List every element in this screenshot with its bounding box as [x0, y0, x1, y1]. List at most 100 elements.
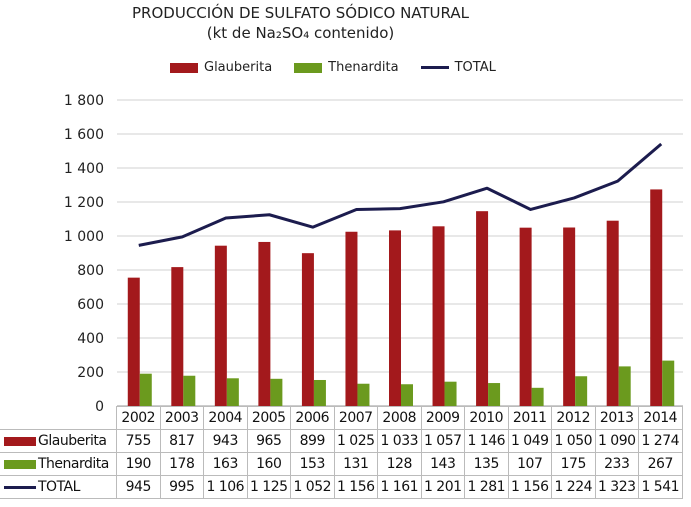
- y-tick-label: 1 800: [64, 93, 104, 109]
- legend-item-total: TOTAL: [420, 60, 496, 75]
- bar-thenardita: [662, 360, 675, 406]
- legend-swatch: [420, 66, 449, 69]
- y-tick-label: 600: [77, 297, 104, 313]
- value-cell: 190: [116, 452, 161, 476]
- value-cell: 1 281: [464, 475, 509, 499]
- row-label: Thenardita: [38, 456, 109, 472]
- value-cell: 128: [377, 452, 422, 476]
- value-cell: 1 201: [420, 475, 465, 499]
- bar-glauberita: [389, 230, 401, 406]
- line-total: [138, 142, 663, 247]
- bar-thenardita: [618, 366, 631, 406]
- y-tick-label: 1 200: [64, 195, 104, 211]
- bar-thenardita: [139, 373, 152, 406]
- table-row: TOTAL 945 995 1 106 1 125 1 052 1 156 1 161 1 20…: [0, 475, 683, 499]
- value-cell: 1 541: [638, 475, 683, 499]
- y-tick-label: 200: [77, 365, 104, 381]
- value-cell: 1 033: [377, 429, 422, 453]
- value-cell: 1 323: [594, 475, 639, 499]
- value-cell: 755: [116, 429, 161, 453]
- value-cell: 1 156: [333, 475, 378, 499]
- value-cell: 965: [246, 429, 291, 453]
- year-cell: 2012: [551, 406, 596, 430]
- value-cell: 1 161: [377, 475, 422, 499]
- value-cell: 1 106: [203, 475, 248, 499]
- value-cell: 143: [420, 452, 465, 476]
- year-cell: 2009: [420, 406, 465, 430]
- bar-glauberita: [214, 245, 227, 406]
- bar-glauberita: [171, 267, 184, 406]
- table-row: Thenardita 190 178 163 160 153 131 128 143 135 107…: [0, 452, 683, 476]
- value-cell: 1 224: [551, 475, 596, 499]
- legend-label: Thenardita: [328, 60, 399, 75]
- y-tick-label: 800: [77, 263, 104, 279]
- year-cell: 2007: [333, 406, 378, 430]
- bar-glauberita: [606, 220, 619, 406]
- year-cell: 2013: [594, 406, 639, 430]
- value-cell: 135: [464, 452, 509, 476]
- bar-thenardita: [488, 383, 501, 406]
- year-cell: 2010: [464, 406, 509, 430]
- value-cell: 160: [246, 452, 291, 476]
- bar-thenardita: [183, 375, 196, 406]
- bar-thenardita: [226, 378, 239, 406]
- value-cell: 1 146: [464, 429, 509, 453]
- value-cell: 995: [159, 475, 204, 499]
- bar-thenardita: [444, 381, 457, 406]
- table-row: Glauberita 755 817 943 965 899 1 025 1 033 1 057…: [0, 429, 683, 453]
- bar-glauberita: [519, 227, 532, 406]
- year-cell: 2008: [377, 406, 422, 430]
- value-cell: 233: [594, 452, 639, 476]
- value-cell: 1 090: [594, 429, 639, 453]
- value-cell: 131: [333, 452, 378, 476]
- legend-swatch: [170, 62, 198, 73]
- legend-label: TOTAL: [454, 60, 496, 75]
- legend-swatch: [294, 62, 323, 73]
- year-cell: 2014: [638, 406, 683, 430]
- value-cell: 1 125: [246, 475, 291, 499]
- bar-thenardita: [357, 383, 370, 406]
- bar-thenardita: [401, 384, 413, 406]
- year-cell: 2011: [507, 406, 552, 430]
- value-cell: 163: [203, 452, 248, 476]
- legend-key: [4, 459, 36, 469]
- data-table: 2002 2003 2004 2005 2006 2007 2008 2009 2010 2011…: [0, 406, 683, 499]
- value-cell: 817: [159, 429, 204, 453]
- y-tick-label: 400: [77, 331, 104, 347]
- chart-title: PRODUCCIÓN DE SULFATO SÓDICO NATURAL: [132, 4, 469, 22]
- bar-thenardita: [575, 376, 588, 406]
- bar-glauberita: [127, 277, 140, 406]
- y-tick-label: 1 000: [64, 229, 104, 245]
- year-cell: 2002: [116, 406, 161, 430]
- bar-glauberita: [345, 231, 358, 406]
- year-cell: 2005: [246, 406, 291, 430]
- bar-glauberita: [563, 227, 576, 406]
- bar-glauberita: [258, 241, 271, 406]
- legend: Glauberita Thenardita TOTAL: [170, 60, 496, 75]
- bar-glauberita: [301, 253, 314, 406]
- table-header-row: 2002 2003 2004 2005 2006 2007 2008 2009 2010 2011…: [0, 406, 683, 430]
- value-cell: 267: [638, 452, 683, 476]
- legend-key: [4, 436, 36, 446]
- value-cell: 153: [290, 452, 335, 476]
- value-cell: 899: [290, 429, 335, 453]
- legend-label: Glauberita: [204, 60, 273, 75]
- y-tick-label: 1 600: [64, 127, 104, 143]
- year-cell: 2006: [290, 406, 335, 430]
- row-label: Glauberita: [38, 433, 107, 449]
- bar-glauberita: [476, 211, 489, 406]
- bar-glauberita: [432, 226, 445, 406]
- value-cell: 175: [551, 452, 596, 476]
- bar-glauberita: [650, 189, 663, 406]
- value-cell: 1 049: [507, 429, 552, 453]
- value-cell: 107: [507, 452, 552, 476]
- bar-thenardita: [270, 378, 283, 406]
- value-cell: 1 274: [638, 429, 683, 453]
- bar-thenardita: [531, 387, 544, 406]
- value-cell: 1 052: [290, 475, 335, 499]
- bar-thenardita: [313, 379, 326, 406]
- year-cell: 2004: [203, 406, 248, 430]
- legend-item-thenardita: Thenardita: [294, 60, 399, 75]
